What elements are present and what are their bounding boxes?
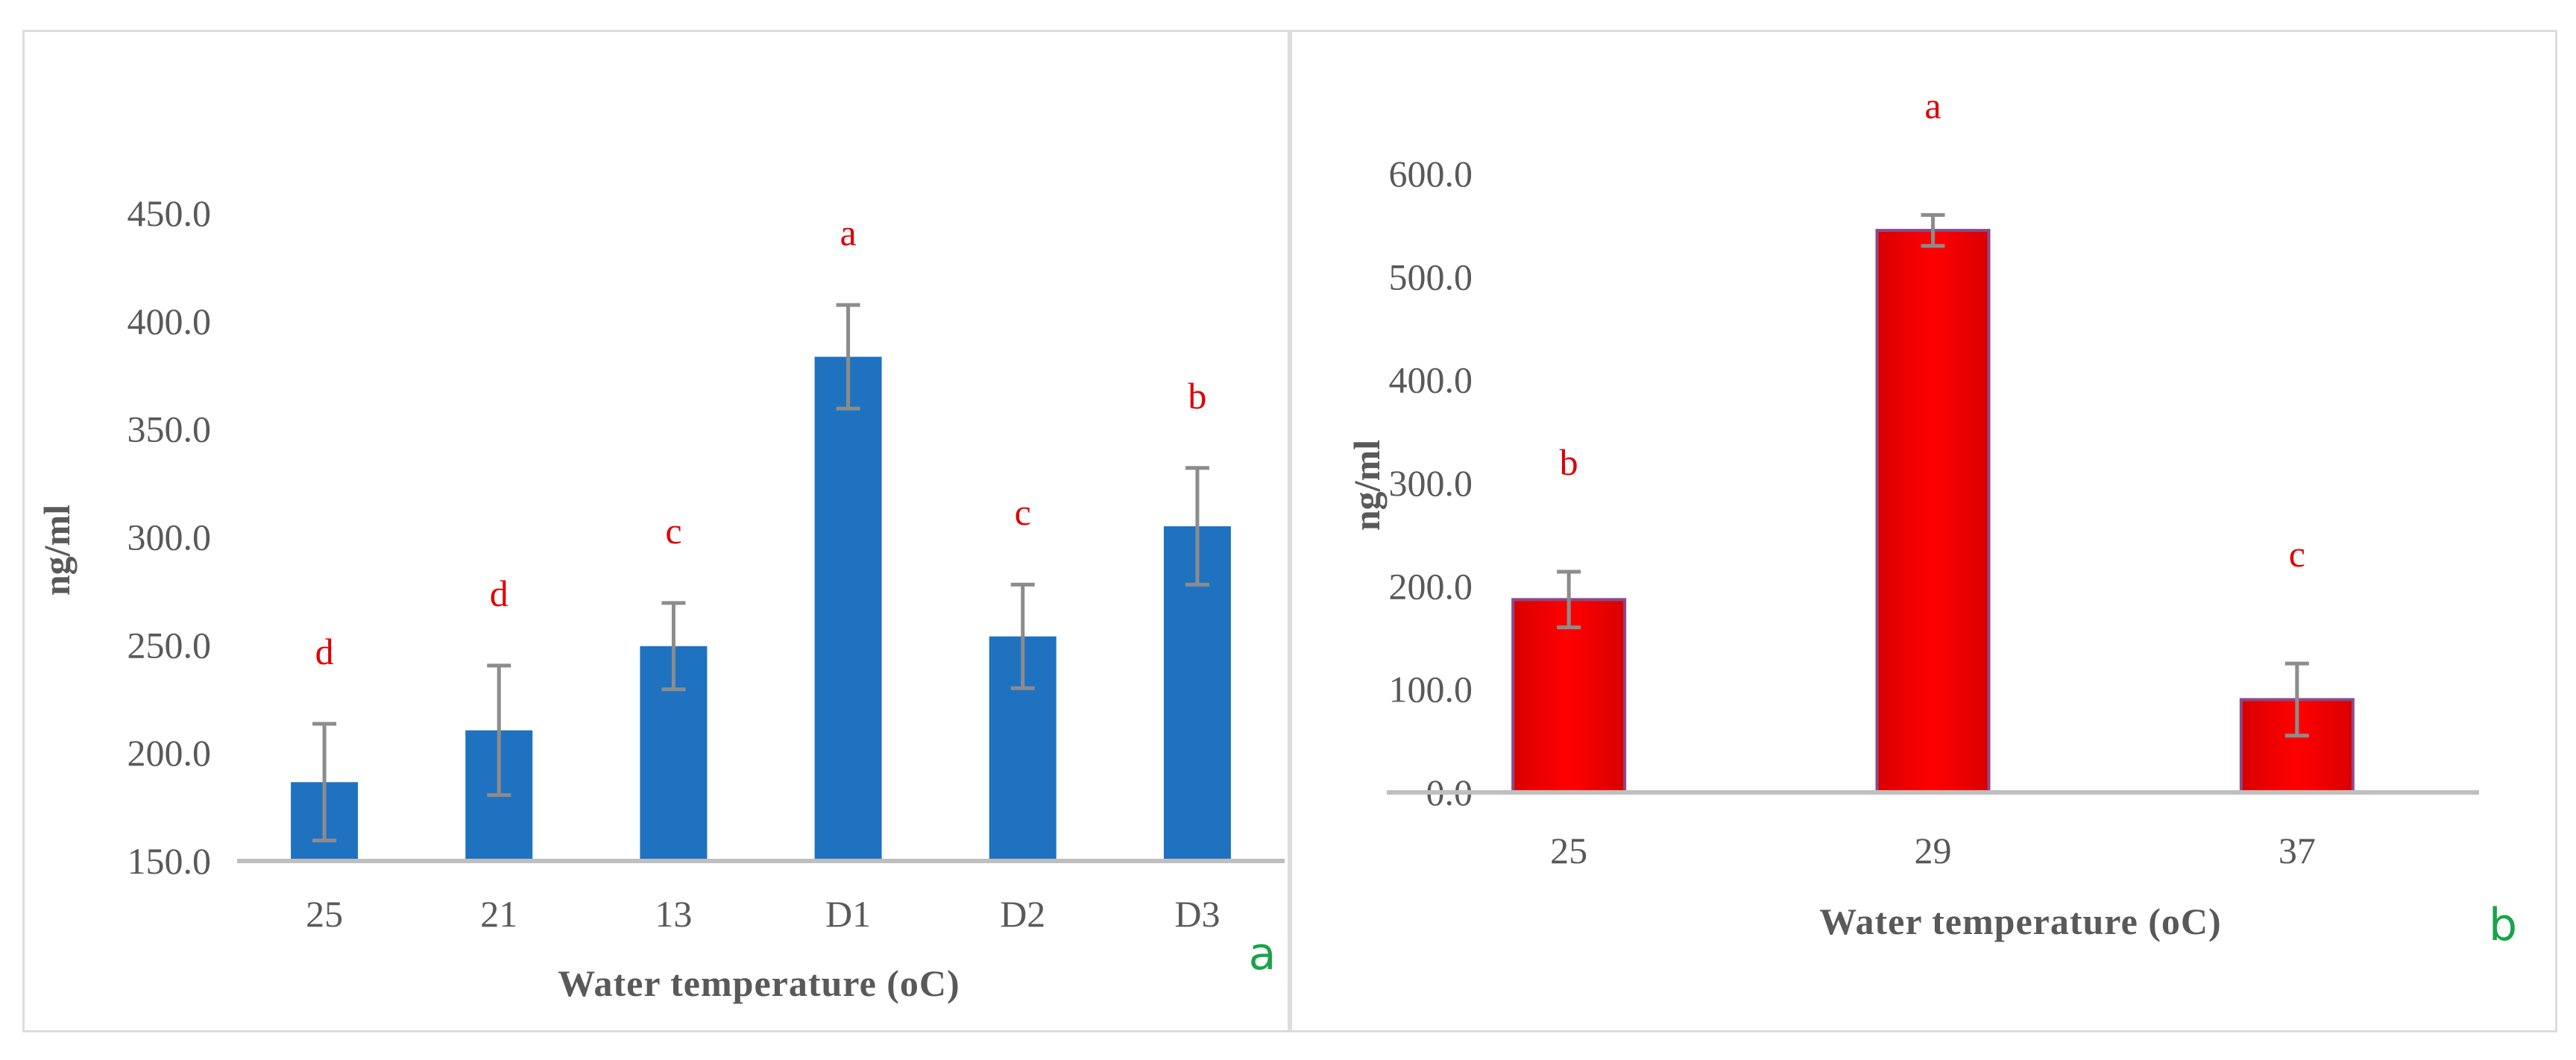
panel-label: b	[2489, 899, 2517, 951]
significance-letter: b	[1560, 441, 1578, 483]
significance-letter: a	[840, 212, 856, 253]
x-axis-label: Water temperature (oC)	[1819, 900, 2221, 942]
x-tick-label: D1	[825, 893, 871, 935]
y-tick-label: 300.0	[1389, 462, 1473, 504]
bar-chart-a: 150.0 200.0 250.0 300.0 350.0 400.0 450.0 d 25 d 2…	[36, 192, 1285, 1004]
y-tick-label: 200.0	[127, 732, 212, 774]
y-tick-label: 500.0	[1389, 256, 1473, 297]
bar-chart-b: 0.0100.0200.0300.0400.0500.0600.0b25a29c…	[1346, 84, 2517, 951]
x-tick-label: D2	[1000, 893, 1045, 935]
significance-letter: c	[665, 510, 681, 552]
x-tick-label: 13	[655, 893, 692, 935]
y-tick-label: 150.0	[127, 840, 212, 882]
x-tick-label: 25	[1550, 830, 1587, 871]
x-tick-label: D3	[1174, 893, 1220, 935]
y-tick-label: 450.0	[127, 192, 212, 234]
x-axis-label: Water temperature (oC)	[558, 962, 960, 1004]
significance-letter: a	[1924, 84, 1941, 126]
y-tick-label: 400.0	[127, 300, 212, 342]
panel-label: a	[1249, 928, 1276, 980]
chart-panel-a: 150.0 200.0 250.0 300.0 350.0 400.0 450.0 d 25 d 2…	[22, 30, 1290, 1032]
x-tick-label: 25	[306, 893, 343, 935]
significance-letter: d	[315, 631, 334, 672]
significance-letter: c	[1015, 491, 1031, 533]
x-tick-label: 37	[2279, 830, 2316, 871]
x-tick-label: 21	[480, 893, 517, 935]
y-tick-label: 350.0	[127, 408, 212, 450]
y-tick-label: 250.0	[127, 624, 212, 666]
bar	[814, 356, 882, 862]
significance-letter: d	[490, 572, 508, 614]
x-tick-label: 29	[1915, 830, 1952, 871]
bar	[1875, 229, 1991, 795]
significance-letter: c	[2289, 533, 2305, 575]
y-tick-label: 200.0	[1389, 565, 1473, 607]
y-tick-label: 400.0	[1389, 359, 1473, 401]
y-axis-label: ng/ml	[36, 505, 78, 596]
y-axis-label: ng/ml	[1346, 440, 1388, 531]
y-tick-label: 600.0	[1389, 153, 1473, 195]
significance-letter: b	[1188, 375, 1206, 417]
y-tick-label: 300.0	[127, 517, 212, 558]
chart-panel-b: 0.0 100.0 200.0 300.0 400.0 500.0 600.0 b 25 a 29 c…	[1290, 30, 2557, 1032]
y-tick-label: 100.0	[1389, 669, 1473, 710]
